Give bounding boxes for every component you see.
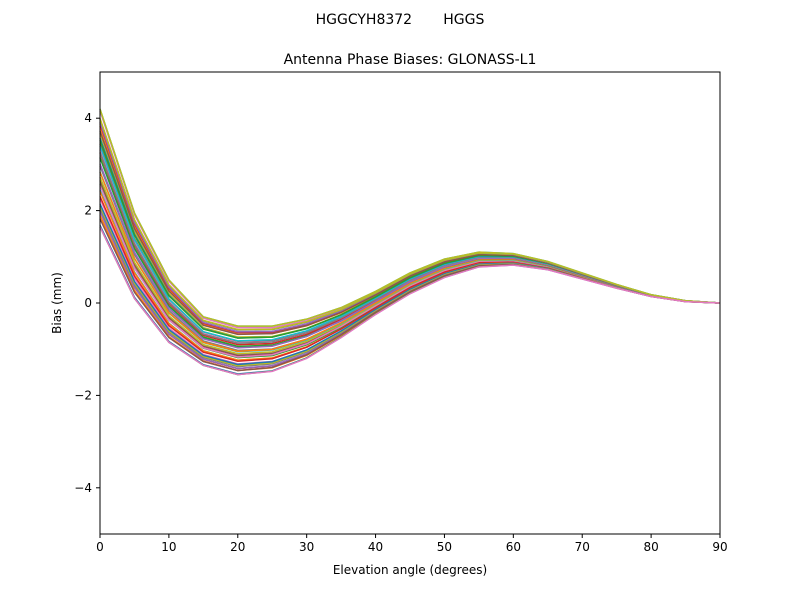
plot-area-frame <box>99 71 721 535</box>
y-tick-label: 4 <box>84 111 92 125</box>
chart-suptitle: HGGCYH8372 HGGS <box>316 12 485 28</box>
x-tick-label: 60 <box>506 540 521 554</box>
y-axis: −4 −2 0 2 4 <box>74 111 100 495</box>
y-tick-label: −4 <box>74 481 92 495</box>
y-tick-label: −2 <box>74 388 92 402</box>
series-line <box>99 118 721 331</box>
series-line <box>99 163 721 349</box>
series-line <box>99 139 721 339</box>
y-axis-label: Bias (mm) <box>50 272 64 334</box>
series-line <box>99 110 721 329</box>
x-tick-label: 80 <box>643 540 658 554</box>
x-tick-label: 30 <box>299 540 314 554</box>
y-tick-label: 2 <box>84 204 92 218</box>
series-line <box>99 226 721 376</box>
x-tick-label: 90 <box>712 540 727 554</box>
x-tick-label: 70 <box>575 540 590 554</box>
series-line <box>99 126 721 335</box>
x-tick-label: 10 <box>161 540 176 554</box>
series-lines <box>99 108 721 376</box>
series-line <box>99 108 721 327</box>
x-axis: 0 10 20 30 40 50 60 70 80 90 <box>96 534 728 554</box>
series-line <box>99 121 721 333</box>
x-tick-label: 0 <box>96 540 104 554</box>
series-line <box>99 123 721 334</box>
x-tick-label: 50 <box>437 540 452 554</box>
series-line <box>99 130 721 336</box>
y-tick-label: 0 <box>84 296 92 310</box>
series-line <box>99 118 721 331</box>
chart-title: Antenna Phase Biases: GLONASS-L1 <box>284 52 537 68</box>
x-axis-label: Elevation angle (degrees) <box>333 563 487 577</box>
x-tick-label: 40 <box>368 540 383 554</box>
x-tick-label: 20 <box>230 540 245 554</box>
